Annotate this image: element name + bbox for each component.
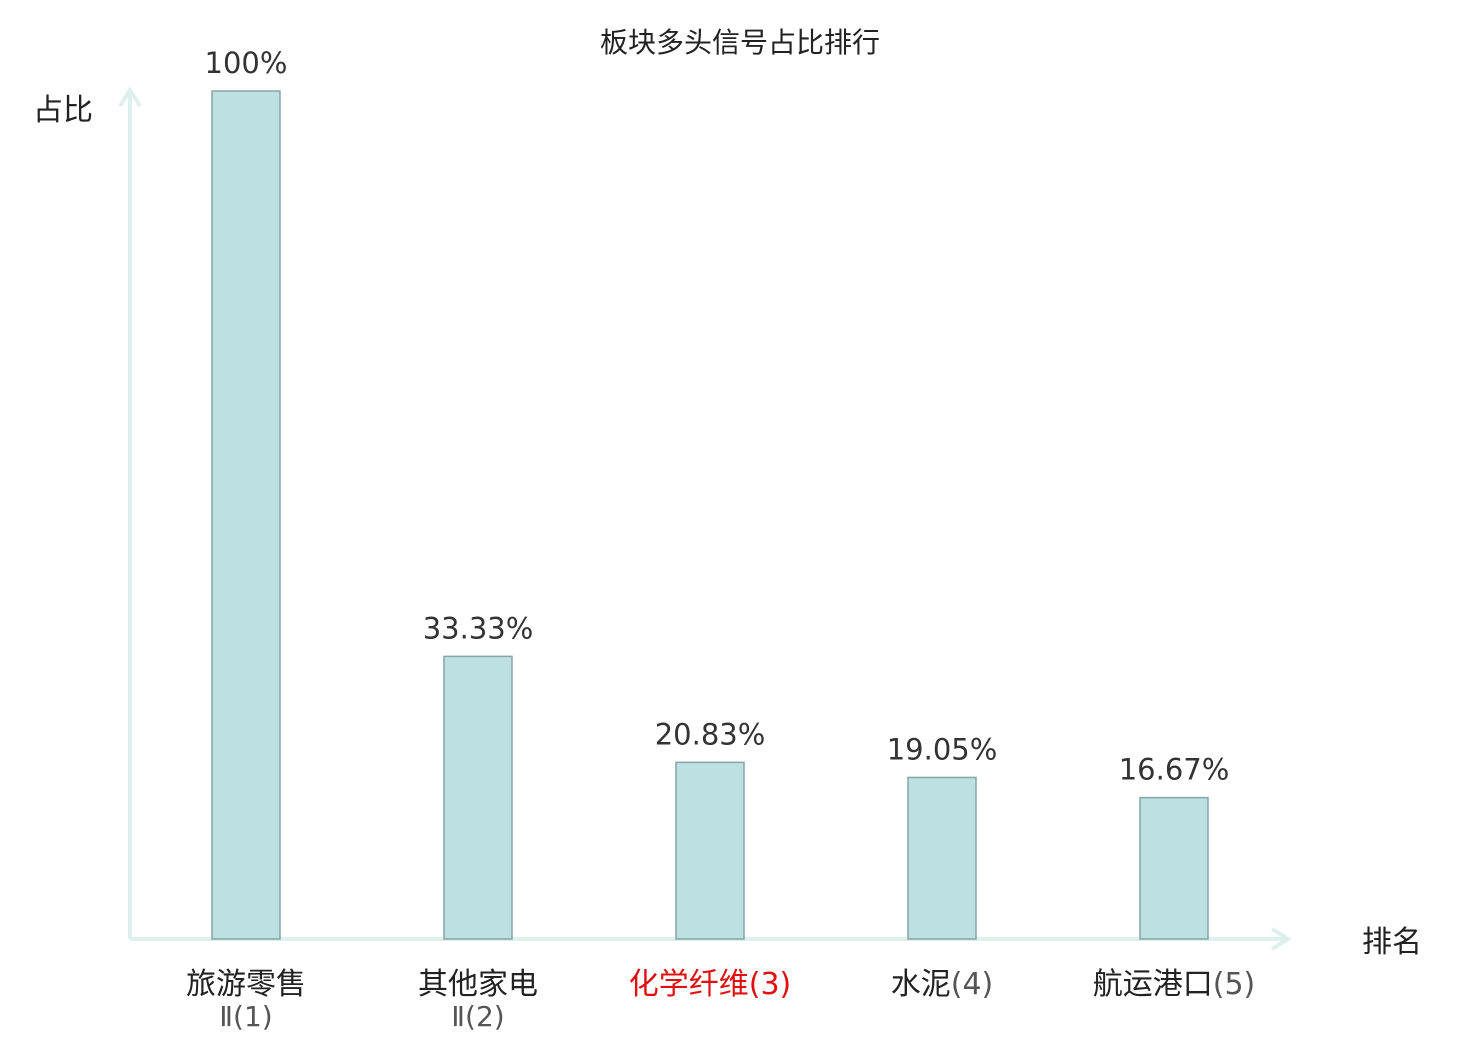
bar (443, 655, 513, 940)
category-rank: (5) (1213, 967, 1256, 1002)
value-label: 33.33% (423, 611, 534, 645)
category-name: 航运港口 (1093, 967, 1213, 1002)
value-labels: 100% 33.33% 20.83% 19.05% 16.67% (205, 46, 1230, 787)
x-tick-label: 航运港口(5) (1093, 967, 1256, 1002)
x-tick-label: 水泥(4) (891, 967, 994, 1002)
bar (675, 761, 745, 940)
category-name: 其他家电 (418, 967, 538, 1002)
category-name: 化学纤维 (629, 967, 749, 1002)
bar-series (211, 90, 1209, 940)
x-tick-label: 旅游零售 (186, 967, 306, 1002)
y-axis-arrow (118, 86, 142, 108)
value-label: 20.83% (655, 717, 766, 751)
x-axis-arrow (1270, 927, 1292, 951)
chart-title: 板块多头信号占比排行 (600, 26, 880, 59)
bar (907, 776, 977, 940)
category-rank: Ⅱ(1) (219, 1000, 272, 1033)
category-rank: Ⅱ(2) (451, 1000, 504, 1033)
value-label: 100% (205, 46, 288, 80)
bar (211, 90, 281, 940)
category-name: 水泥 (891, 967, 951, 1002)
y-axis-label: 占比 (33, 93, 93, 128)
x-tick-label: 化学纤维(3) (629, 967, 792, 1002)
bar (1139, 796, 1209, 940)
value-label: 16.67% (1119, 753, 1230, 787)
category-rank: (4) (951, 967, 994, 1002)
value-label: 19.05% (887, 732, 998, 766)
category-rank: (3) (749, 967, 792, 1002)
category-name: 旅游零售 (186, 967, 306, 1002)
x-axis-label: 排名 (1362, 925, 1422, 960)
x-tick-label: 其他家电 (418, 967, 538, 1002)
